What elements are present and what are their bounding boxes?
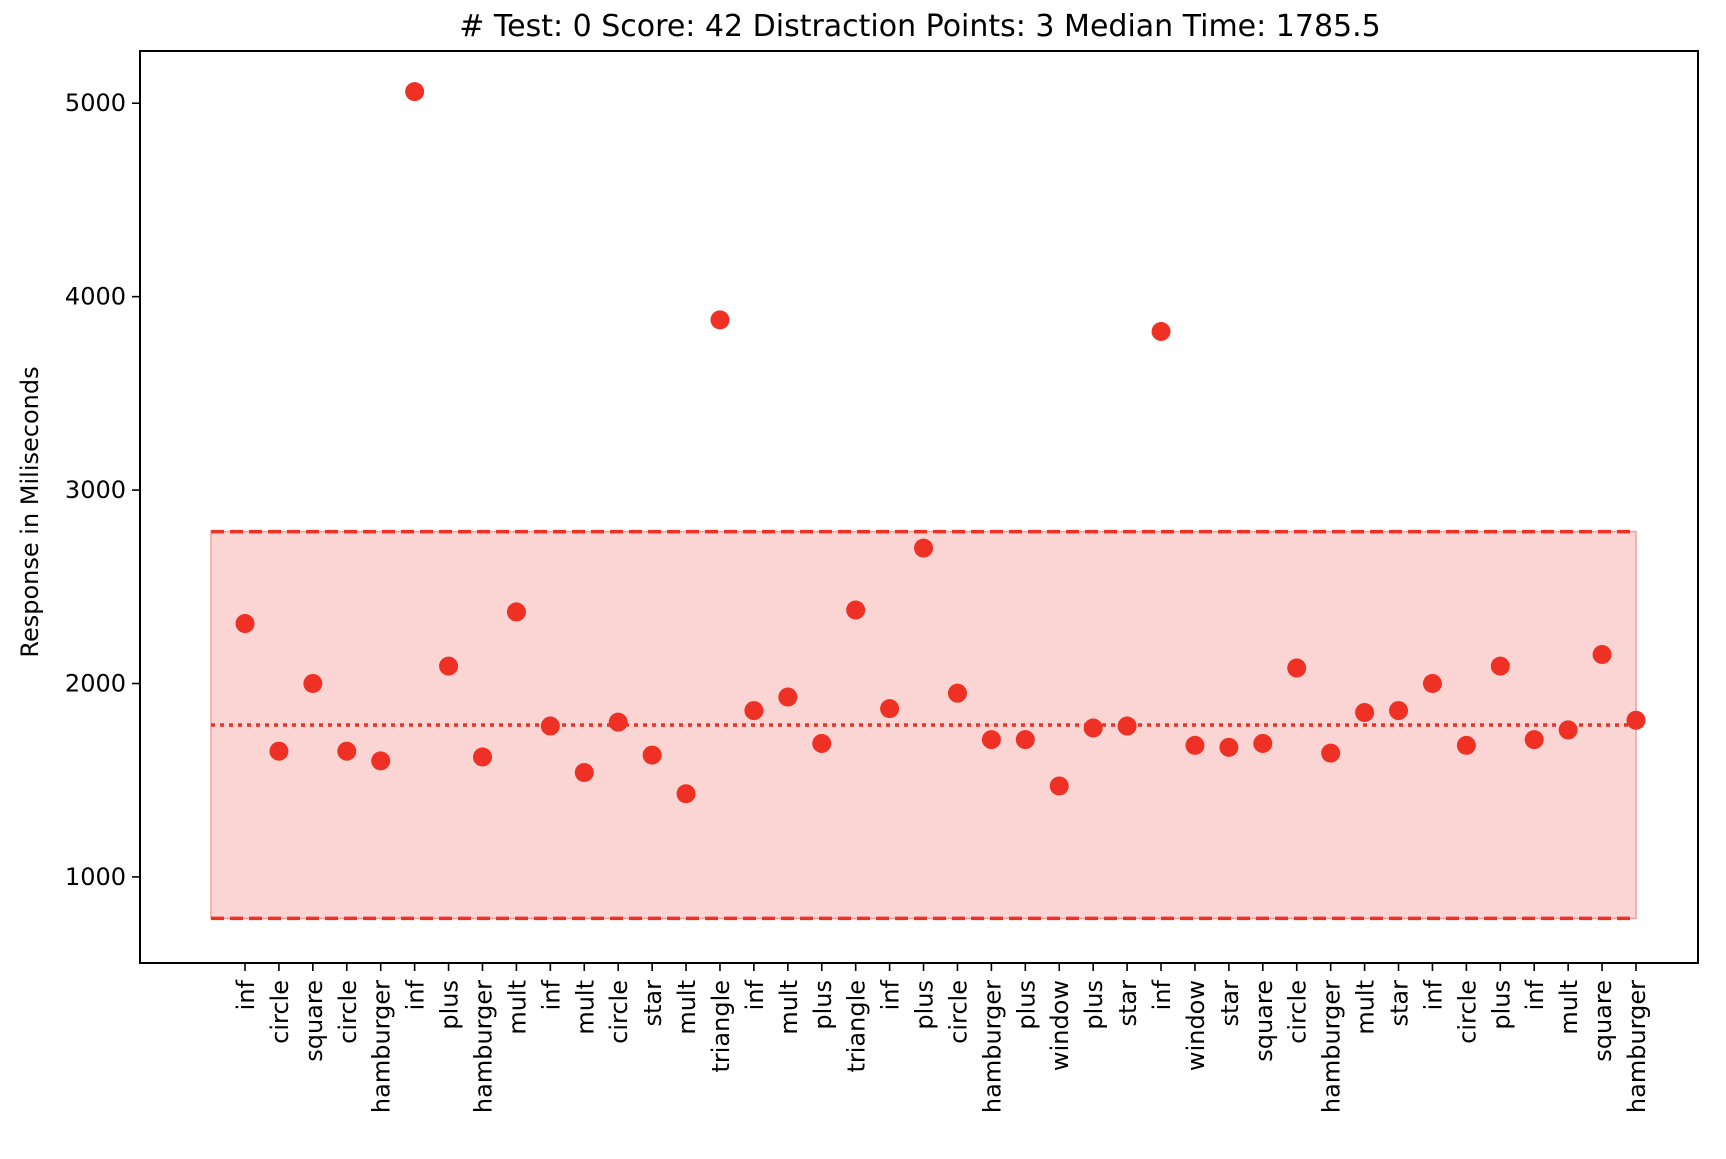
data-point xyxy=(1490,656,1510,676)
plot-frame xyxy=(139,50,1699,964)
data-point xyxy=(1049,776,1069,796)
x-tick-label: plus xyxy=(911,980,939,1030)
x-tick-label: inf xyxy=(1419,979,1447,1010)
x-tick-label: inf xyxy=(877,979,905,1010)
x-tick-label: circle xyxy=(605,980,633,1044)
data-point xyxy=(1389,701,1409,721)
x-tick-label: window xyxy=(1182,980,1210,1071)
x-tick-label: hamburger xyxy=(469,980,497,1113)
x-tick-label: inf xyxy=(1148,979,1176,1010)
x-tick-label: plus xyxy=(809,980,837,1030)
x-tick-label: plus xyxy=(1080,980,1108,1030)
data-point xyxy=(914,538,934,558)
x-tick-label: mult xyxy=(775,980,803,1035)
data-point xyxy=(1321,743,1341,763)
x-tick-label: circle xyxy=(334,980,362,1044)
data-point xyxy=(1422,674,1442,694)
data-point xyxy=(880,699,900,719)
data-point xyxy=(337,741,357,761)
data-point xyxy=(1524,730,1544,750)
x-tick-label: mult xyxy=(571,980,599,1035)
data-point xyxy=(1626,710,1646,730)
data-point xyxy=(846,600,866,620)
data-point xyxy=(1083,718,1103,738)
y-axis-label: Response in Miliseconds xyxy=(16,366,44,657)
data-point xyxy=(472,747,492,767)
x-tick-label: window xyxy=(1046,980,1074,1071)
data-point xyxy=(1287,658,1307,678)
data-point xyxy=(947,683,967,703)
data-point xyxy=(1117,716,1137,736)
x-tick-label: square xyxy=(1589,980,1617,1062)
data-point xyxy=(303,674,323,694)
x-tick-label: star xyxy=(1216,980,1244,1027)
x-tick-label: star xyxy=(639,980,667,1027)
data-point xyxy=(812,733,832,753)
x-tick-label: star xyxy=(1114,980,1142,1027)
x-tick-label: star xyxy=(1386,980,1414,1027)
x-tick-label: inf xyxy=(1521,979,1549,1010)
x-tick-label: inf xyxy=(232,979,260,1010)
x-tick-label: triangle xyxy=(707,980,735,1073)
x-tick-label: square xyxy=(1250,980,1278,1062)
x-tick-label: circle xyxy=(266,980,294,1044)
x-tick-label: hamburger xyxy=(1318,980,1346,1113)
x-tick-label: plus xyxy=(436,980,464,1030)
x-tick-label: circle xyxy=(1284,980,1312,1044)
x-tick-label: mult xyxy=(673,980,701,1035)
data-point xyxy=(1219,737,1239,757)
data-point xyxy=(506,602,526,622)
x-tick-label: inf xyxy=(402,979,430,1010)
data-point xyxy=(642,745,662,765)
x-tick-label: mult xyxy=(1555,980,1583,1035)
x-tick-label: hamburger xyxy=(1623,980,1651,1113)
x-tick-label: mult xyxy=(503,980,531,1035)
x-tick-label: circle xyxy=(1453,980,1481,1044)
data-point xyxy=(1558,720,1578,740)
x-tick-label: hamburger xyxy=(978,980,1006,1113)
x-tick-label: circle xyxy=(944,980,972,1044)
data-point xyxy=(540,716,560,736)
data-point xyxy=(1015,730,1035,750)
x-tick-label: plus xyxy=(1012,980,1040,1030)
x-tick-label: plus xyxy=(1487,980,1515,1030)
y-tick-label: 3000 xyxy=(65,476,126,504)
data-point xyxy=(778,687,798,707)
x-tick-label: hamburger xyxy=(368,980,396,1113)
data-point xyxy=(744,701,764,721)
data-point xyxy=(710,310,730,330)
x-tick-label: triangle xyxy=(843,980,871,1073)
data-point xyxy=(405,82,425,102)
data-point xyxy=(981,730,1001,750)
x-tick-label: square xyxy=(300,980,328,1062)
data-point xyxy=(1151,321,1171,341)
data-point xyxy=(371,751,391,771)
data-point xyxy=(269,741,289,761)
data-point xyxy=(1355,703,1375,723)
data-point xyxy=(1185,735,1205,755)
data-point xyxy=(574,762,594,782)
y-tick-label: 4000 xyxy=(65,283,126,311)
data-point xyxy=(439,656,459,676)
x-tick-label: inf xyxy=(741,979,769,1010)
x-tick-label: inf xyxy=(537,979,565,1010)
data-point xyxy=(1456,735,1476,755)
data-point xyxy=(235,614,255,634)
y-tick-label: 5000 xyxy=(65,89,126,117)
data-point xyxy=(608,712,628,732)
data-point xyxy=(1253,733,1273,753)
chart-title: # Test: 0 Score: 42 Distraction Points: … xyxy=(459,9,1381,44)
y-tick-label: 2000 xyxy=(65,670,126,698)
data-point xyxy=(1592,644,1612,664)
y-tick-label: 1000 xyxy=(65,863,126,891)
x-tick-label: mult xyxy=(1352,980,1380,1035)
data-point xyxy=(676,784,696,804)
